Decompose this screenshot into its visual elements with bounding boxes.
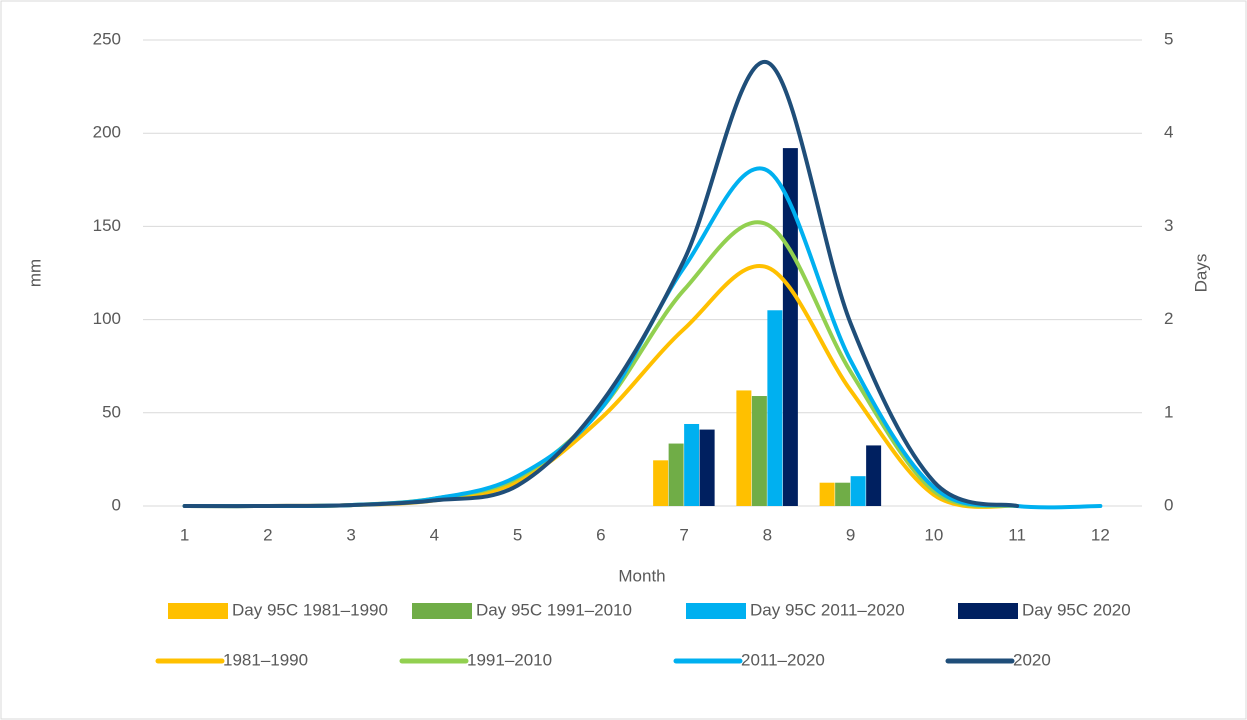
x-tick-label: 6 xyxy=(596,525,605,544)
y2-tick-label: 5 xyxy=(1164,29,1173,48)
legend-label: Day 95C 2011–2020 xyxy=(750,600,905,619)
x-tick-label: 12 xyxy=(1091,525,1110,544)
x-tick-label: 5 xyxy=(513,525,522,544)
y-tick-label: 200 xyxy=(93,123,121,142)
x-tick-label: 9 xyxy=(846,525,855,544)
y-tick-label: 50 xyxy=(102,402,121,421)
x-tick-label: 10 xyxy=(924,525,943,544)
bar xyxy=(835,482,851,506)
y2-tick-label: 2 xyxy=(1164,309,1173,328)
y-axis-title: mm xyxy=(25,259,44,287)
bar xyxy=(736,390,752,506)
x-tick-label: 11 xyxy=(1008,525,1026,544)
bar xyxy=(850,476,866,506)
bar xyxy=(668,443,684,506)
legend-label: 1991–2010 xyxy=(467,650,552,669)
bar xyxy=(751,396,767,506)
bar xyxy=(653,460,669,506)
y2-tick-label: 1 xyxy=(1164,402,1173,421)
legend-label: 2011–2020 xyxy=(741,650,825,669)
bar xyxy=(684,423,700,506)
bar xyxy=(866,445,882,506)
y2-tick-label: 0 xyxy=(1164,495,1173,514)
x-tick-label: 7 xyxy=(679,525,688,544)
bar xyxy=(782,148,798,506)
legend-label: Day 95C 1991–2010 xyxy=(476,600,632,619)
y2-axis-title: Days xyxy=(1191,254,1210,293)
legend-label: Day 95C 1981–1990 xyxy=(232,600,388,619)
x-tick-label: 4 xyxy=(430,525,439,544)
bar xyxy=(699,429,715,506)
y-tick-label: 150 xyxy=(93,216,121,235)
y2-tick-label: 4 xyxy=(1164,123,1173,142)
y-tick-label: 0 xyxy=(112,495,121,514)
legend-label: 2020 xyxy=(1013,650,1051,669)
legend-swatch xyxy=(168,603,228,619)
legend-swatch xyxy=(686,603,746,619)
y2-tick-label: 3 xyxy=(1164,216,1173,235)
legend-swatch xyxy=(958,603,1018,619)
legend-label: 1981–1990 xyxy=(223,650,308,669)
y-tick-label: 100 xyxy=(93,309,121,328)
x-axis-title: Month xyxy=(618,566,665,585)
legend-swatch xyxy=(412,603,472,619)
y-tick-label: 250 xyxy=(93,29,121,48)
x-tick-label: 1 xyxy=(180,525,189,544)
x-tick-label: 8 xyxy=(763,525,772,544)
x-tick-label: 3 xyxy=(346,525,355,544)
bar xyxy=(767,310,783,506)
legend-label: Day 95C 2020 xyxy=(1022,600,1131,619)
line xyxy=(182,60,1020,509)
x-tick-label: 2 xyxy=(263,525,272,544)
bar xyxy=(819,482,835,506)
